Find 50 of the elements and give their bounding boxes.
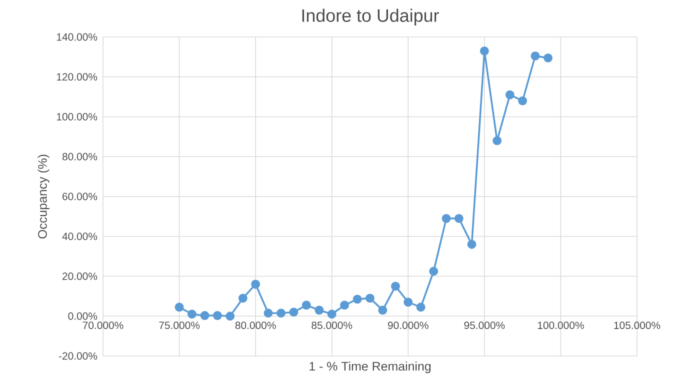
point: [200, 311, 210, 320]
point: [174, 302, 184, 312]
point: [226, 312, 235, 321]
point: [264, 308, 273, 318]
point: [212, 311, 222, 320]
x-tick-label: 80.000%: [235, 322, 276, 330]
y-tick-label: 0.00%: [68, 312, 98, 320]
x-tick-label: 95.000%: [464, 322, 505, 330]
y-tick-label: 60.00%: [62, 192, 98, 200]
point: [530, 51, 540, 60]
point: [404, 298, 413, 307]
point: [518, 96, 528, 106]
point: [442, 214, 451, 223]
point: [454, 214, 464, 223]
point: [378, 306, 388, 315]
x-tick-label: 100.000%: [538, 322, 584, 330]
x-tick-label: 70.000%: [82, 322, 124, 330]
point: [467, 240, 476, 249]
point: [187, 310, 196, 319]
x-tick-label: 75.000%: [159, 322, 200, 330]
point: [416, 302, 426, 312]
point: [429, 266, 438, 276]
point: [390, 282, 400, 291]
point: [492, 136, 502, 146]
x-axis-title: 1 - % Time Remaining: [310, 362, 431, 374]
y-tick-label: -20.00%: [58, 352, 98, 360]
y-tick-label: 100.00%: [56, 113, 98, 120]
point: [289, 308, 298, 317]
y-tick-label: 40.00%: [62, 232, 98, 240]
point: [327, 310, 336, 319]
y-tick-label: 20.00%: [62, 272, 98, 280]
point: [251, 280, 260, 289]
x-tick-label: 105.000%: [614, 322, 660, 330]
point: [340, 300, 350, 310]
point: [302, 300, 311, 310]
point: [505, 90, 514, 100]
y-tick-label: 80.00%: [62, 152, 98, 160]
point: [238, 294, 248, 303]
point: [544, 53, 553, 62]
y-tick-label: 140.00%: [56, 33, 98, 41]
chart-title: Indore to Udaipur: [302, 8, 439, 26]
y-axis-title: Occupancy (%): [38, 154, 50, 238]
x-tick-label: 90.000%: [388, 322, 428, 330]
point: [352, 294, 362, 304]
point: [480, 46, 489, 56]
point: [366, 294, 374, 303]
x-tick-label: 85.000%: [312, 322, 352, 330]
point: [314, 306, 324, 315]
point: [276, 308, 286, 318]
y-tick-label: 120.00%: [56, 73, 98, 81]
